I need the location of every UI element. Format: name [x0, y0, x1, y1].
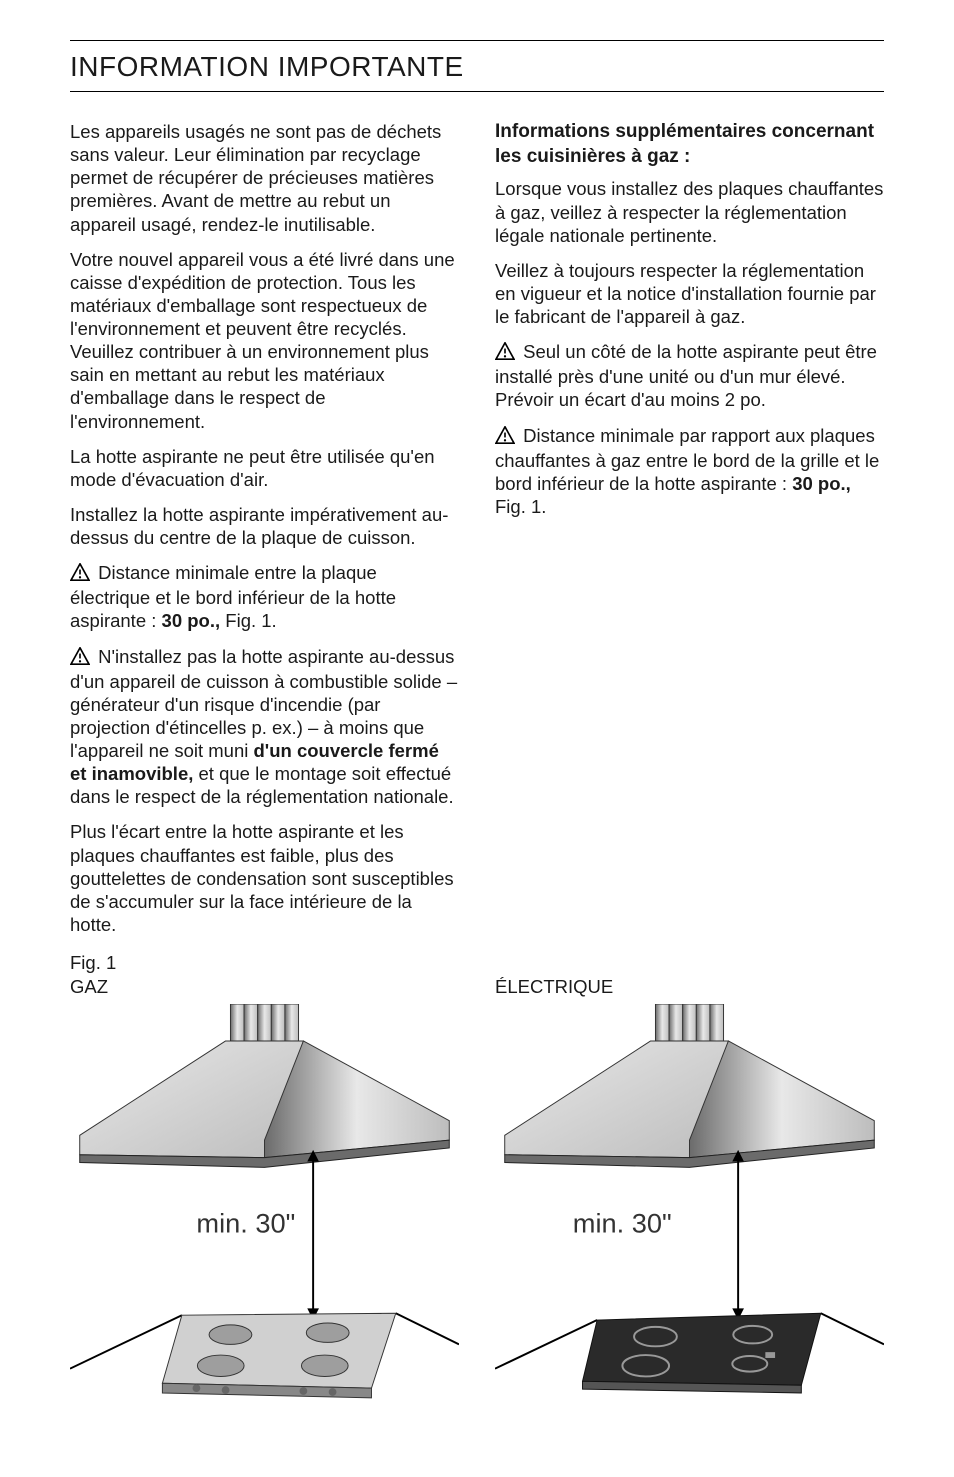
- paragraph-warning: Distance minimale entre la plaque électr…: [70, 561, 459, 632]
- figure-label-spacer: [495, 952, 884, 974]
- right-column: Informations supplémentaires concernant …: [495, 120, 884, 948]
- text: Seul un côté de la hotte aspirante peut …: [495, 341, 877, 410]
- min-distance-text: min. 30": [196, 1208, 295, 1239]
- paragraph: Installez la hotte aspirante impérativem…: [70, 503, 459, 549]
- text: Fig. 1.: [495, 496, 546, 517]
- figure-caption-gas: GAZ: [70, 976, 459, 998]
- min-distance-text: min. 30": [573, 1208, 672, 1239]
- paragraph: Plus l'écart entre la hotte aspirante et…: [70, 820, 459, 936]
- hood-electric-illustration: min. 30": [495, 1004, 884, 1412]
- figure-electric: ÉLECTRIQUE: [495, 952, 884, 1417]
- two-column-layout: Les appareils usagés ne sont pas de déch…: [70, 120, 884, 948]
- warning-icon: [70, 647, 90, 670]
- figure-label: Fig. 1: [70, 952, 459, 974]
- paragraph: Les appareils usagés ne sont pas de déch…: [70, 120, 459, 236]
- paragraph: Veillez à toujours respecter la réglemen…: [495, 259, 884, 328]
- section-title: INFORMATION IMPORTANTE: [70, 51, 884, 91]
- paragraph: La hotte aspirante ne peut être utilisée…: [70, 445, 459, 491]
- rule-top: [70, 40, 884, 41]
- subheading: Informations supplémentaires concernant …: [495, 120, 884, 169]
- text-bold: 30 po.,: [162, 610, 221, 631]
- paragraph-warning: N'installez pas la hotte aspirante au-de…: [70, 645, 459, 809]
- rule-under-title: [70, 91, 884, 92]
- page: INFORMATION IMPORTANTE Les appareils usa…: [0, 0, 954, 1477]
- figure-row: Fig. 1 GAZ: [70, 952, 884, 1417]
- text-bold: 30 po.,: [792, 473, 851, 494]
- paragraph: Votre nouvel appareil vous a été livré d…: [70, 248, 459, 433]
- hood-gas-illustration: min. 30": [70, 1004, 459, 1412]
- left-column: Les appareils usagés ne sont pas de déch…: [70, 120, 459, 948]
- figure-gas: Fig. 1 GAZ: [70, 952, 459, 1417]
- warning-icon: [495, 426, 515, 449]
- paragraph-warning: Distance minimale par rapport aux plaque…: [495, 424, 884, 519]
- warning-icon: [70, 563, 90, 586]
- paragraph-warning: Seul un côté de la hotte aspirante peut …: [495, 340, 884, 411]
- warning-icon: [495, 342, 515, 365]
- text: Fig. 1.: [220, 610, 277, 631]
- paragraph: Lorsque vous installez des plaques chauf…: [495, 177, 884, 246]
- figure-caption-electric: ÉLECTRIQUE: [495, 976, 884, 998]
